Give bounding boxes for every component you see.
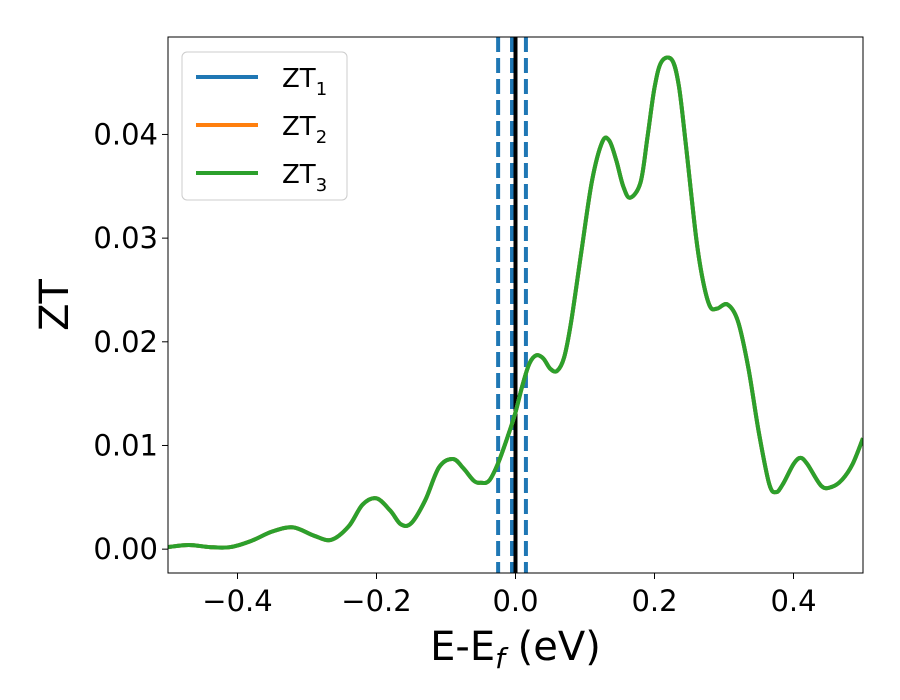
legend-label-zt3: ZT3	[282, 160, 327, 196]
y-tick-label: 0.02	[93, 325, 158, 359]
legend-label-zt2: ZT2	[282, 112, 327, 148]
tick-layer: −0.4 −0.2 0.0 0.2 0.4 0.00 0.01 0.02 0.03 0.04	[93, 117, 816, 618]
y-tick-label: 0.00	[93, 532, 158, 566]
y-tick-label: 0.01	[93, 428, 158, 462]
x-tick-label: 0.2	[631, 584, 677, 618]
x-tick-label: 0.0	[492, 584, 538, 618]
x-tick-label: −0.2	[341, 584, 411, 618]
plot-area	[168, 37, 863, 573]
legend-label-zt1: ZT1	[282, 64, 327, 100]
x-tick-label: −0.4	[202, 584, 272, 618]
legend-box	[181, 51, 348, 201]
x-axis-label: E-Ef (eV)	[430, 624, 601, 675]
y-tick-label: 0.03	[93, 221, 158, 255]
y-axis-label: ZT	[32, 279, 78, 331]
y-tick-label: 0.04	[93, 117, 158, 151]
legend: ZT1 ZT2 ZT3	[181, 51, 348, 201]
series-line-zt3	[168, 55, 863, 550]
x-tick-label: 0.4	[770, 584, 816, 618]
